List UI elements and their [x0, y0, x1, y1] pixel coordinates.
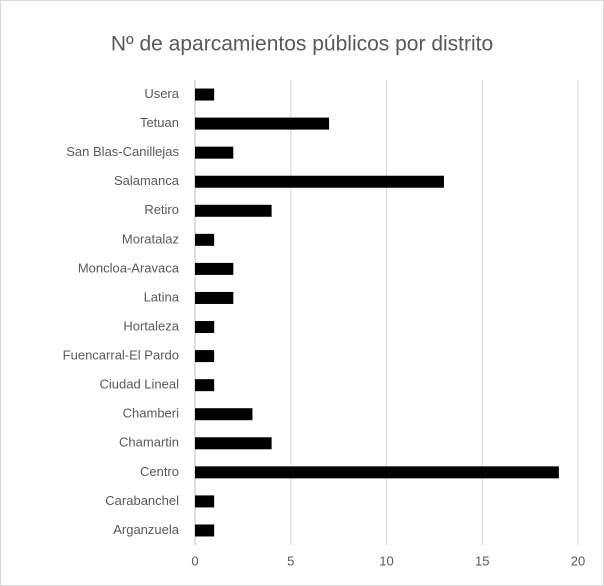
x-tick-label: 20 [571, 553, 585, 568]
y-tick-label: Chamberi [123, 406, 179, 421]
y-tick-label: Carabanchel [105, 493, 179, 508]
bar [195, 321, 215, 334]
y-tick-label: Salamanca [114, 173, 180, 188]
y-tick-label: Fuencarral-El Pardo [63, 348, 179, 363]
bar [195, 524, 215, 537]
chart-title: Nº de aparcamientos públicos por distrit… [111, 33, 493, 56]
y-tick-label: Retiro [144, 202, 179, 217]
bar [195, 291, 234, 304]
y-tick-label: Latina [144, 289, 180, 304]
bar [195, 233, 215, 246]
y-tick-label: San Blas-Canillejas [66, 144, 179, 159]
y-tick-label: Moncloa-Aravaca [78, 260, 180, 275]
y-tick-label: Arganzuela [113, 522, 180, 537]
bar [195, 88, 215, 101]
y-tick-label: Moratalaz [122, 231, 179, 246]
x-tick-label: 15 [475, 553, 489, 568]
bar [195, 262, 234, 275]
y-tick-label: Usera [144, 86, 179, 101]
bar [195, 204, 272, 217]
x-tick-label: 0 [191, 553, 198, 568]
y-tick-label: Hortaleza [123, 318, 179, 333]
y-tick-label: Tetuan [140, 115, 179, 130]
bar [195, 175, 444, 188]
bar [195, 466, 559, 479]
bar [195, 408, 253, 421]
y-tick-label: Centro [140, 464, 179, 479]
bar [195, 146, 234, 159]
bar [195, 437, 272, 450]
x-tick-label: 5 [287, 553, 294, 568]
x-tick-label: 10 [379, 553, 393, 568]
bar [195, 495, 215, 508]
bar [195, 117, 330, 130]
y-tick-label: Chamartin [119, 435, 179, 450]
bar [195, 350, 215, 363]
bar [195, 379, 215, 392]
y-tick-label: Ciudad Lineal [99, 377, 179, 392]
